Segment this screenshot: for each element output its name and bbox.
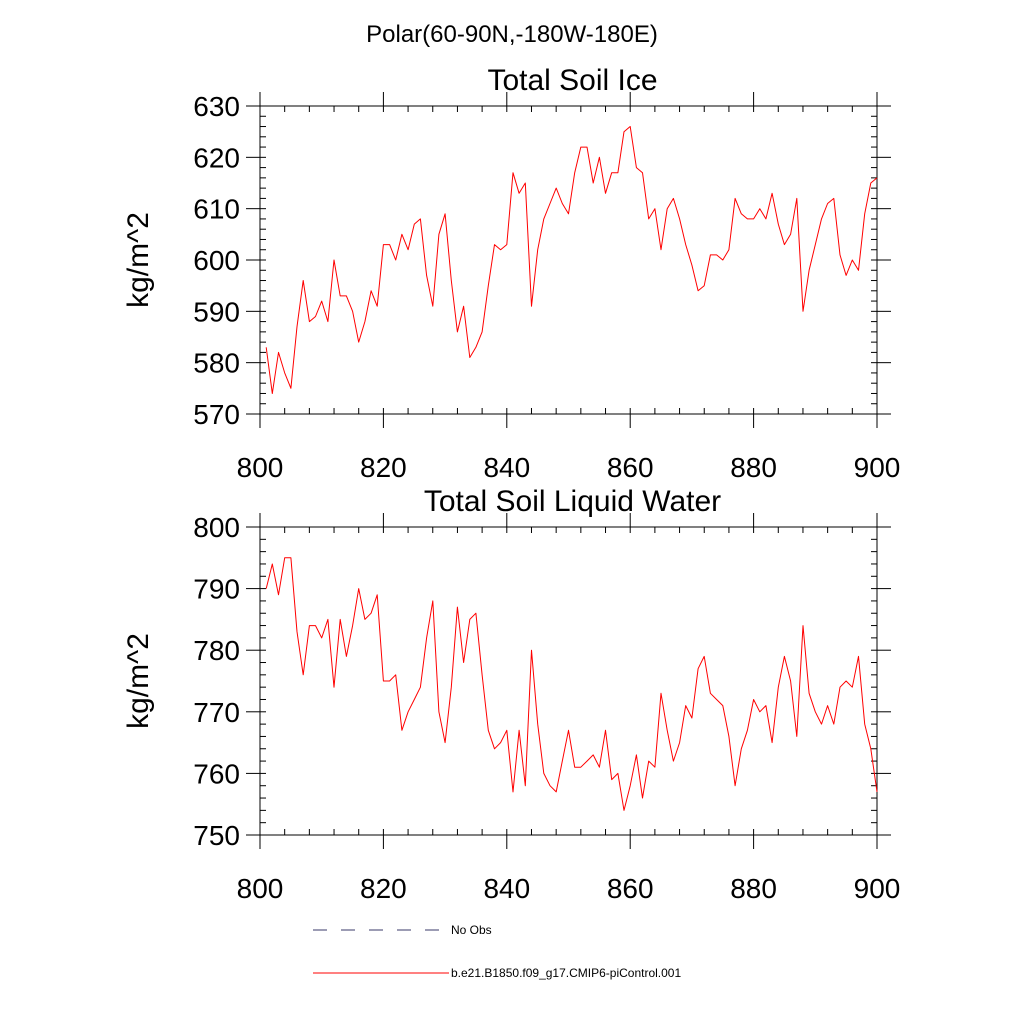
x-tick-label: 860: [607, 873, 654, 904]
x-tick-label: 840: [483, 873, 530, 904]
x-tick-label: 800: [237, 452, 284, 483]
chart-panel-total-soil-ice: 800 820 840 860 880 900 570 580 590 600 610 620 630 T…: [122, 64, 900, 483]
figure-title: Polar(60-90N,-180W-180E): [366, 21, 658, 48]
y-axis-label: kg/m^2: [122, 633, 155, 729]
y-tick-label: 630: [193, 91, 240, 122]
legend: No Obs b.e21.B1850.f09_g17.CMIP6-piContr…: [313, 923, 681, 980]
legend-item-no-obs: No Obs: [313, 923, 492, 937]
x-tick-label: 900: [854, 873, 901, 904]
y-tick-label: 570: [193, 399, 240, 430]
x-tick-label: 840: [483, 452, 530, 483]
legend-label: No Obs: [451, 923, 492, 937]
chart-title: Total Soil Liquid Water: [424, 485, 721, 518]
series-line: [265, 557, 878, 811]
x-tick-label: 880: [730, 873, 777, 904]
y-tick-label: 790: [193, 574, 240, 605]
y-axis-label: kg/m^2: [122, 212, 155, 308]
y-tick-label: 610: [193, 194, 240, 225]
legend-label: b.e21.B1850.f09_g17.CMIP6-piControl.001: [451, 966, 681, 980]
chart-title: Total Soil Ice: [487, 64, 657, 97]
x-tick-label: 860: [607, 452, 654, 483]
y-tick-label: 600: [193, 245, 240, 276]
y-tick-label: 760: [193, 758, 240, 789]
y-tick-label: 580: [193, 348, 240, 379]
y-tick-label: 800: [193, 512, 240, 543]
plot-frame: [259, 526, 878, 836]
y-tick-label: 780: [193, 635, 240, 666]
x-tick-label: 900: [854, 452, 901, 483]
x-tick-label: 800: [237, 873, 284, 904]
y-tick-label: 750: [193, 820, 240, 851]
x-tick-label: 820: [360, 873, 407, 904]
series-line: [265, 126, 878, 394]
chart-panel-total-soil-liquid-water: 800 820 840 860 880 900 750 760 770 780 790 800 Tota…: [122, 485, 900, 904]
x-tick-label: 820: [360, 452, 407, 483]
legend-item-model-run: b.e21.B1850.f09_g17.CMIP6-piControl.001: [313, 966, 681, 980]
y-tick-label: 770: [193, 697, 240, 728]
plot-frame: [259, 105, 878, 415]
y-tick-label: 590: [193, 296, 240, 327]
x-tick-label: 880: [730, 452, 777, 483]
y-tick-label: 620: [193, 142, 240, 173]
